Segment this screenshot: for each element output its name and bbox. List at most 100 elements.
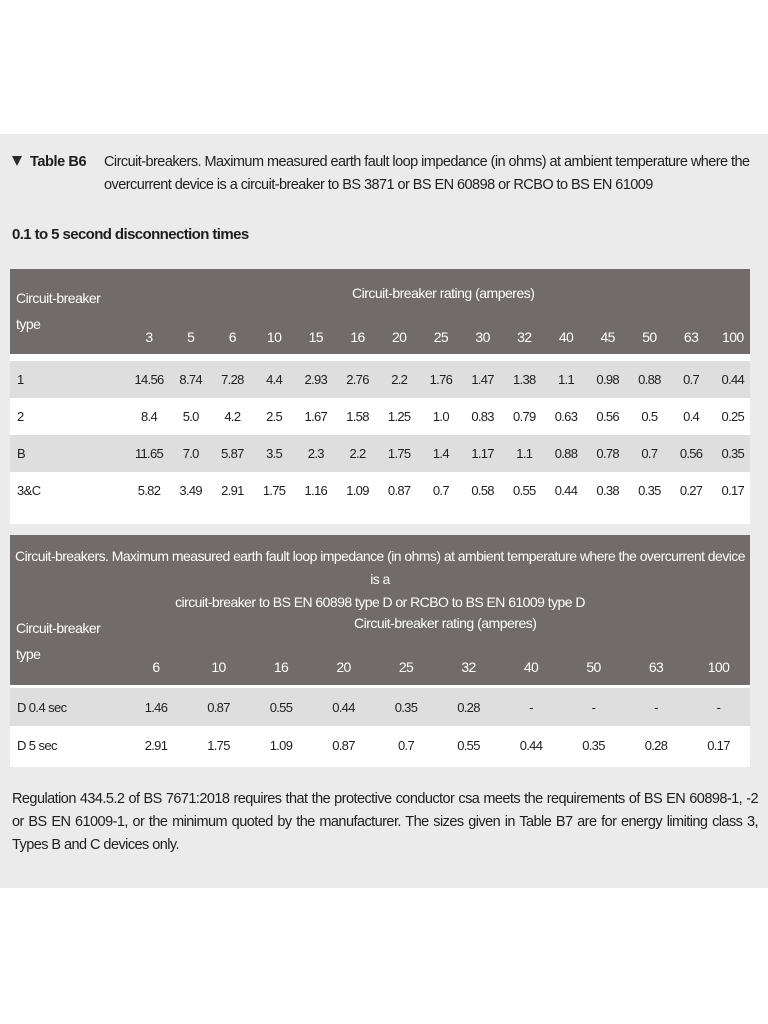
table-cell: 0.58 (471, 483, 494, 498)
table-cell: 1.46 (144, 700, 168, 715)
rating-header-cell: 32 (517, 329, 532, 345)
row-type-label: D 5 sec (17, 738, 57, 753)
row-type-label: B (17, 446, 26, 461)
table-cell: 5.82 (137, 483, 161, 498)
table-cell: 7.0 (182, 446, 200, 461)
table-cell: - (591, 700, 596, 715)
table-cell: 0.35 (582, 738, 605, 753)
rating-header-cell: 40 (558, 329, 574, 345)
table-cell: - (654, 700, 658, 715)
table-cell: 0.87 (207, 700, 230, 715)
table-cell: 1.25 (387, 409, 411, 424)
type-header: Circuit-breaker type (16, 290, 101, 332)
table-cell: 4.2 (224, 409, 241, 424)
table-b6-header: Circuit-breaker type Circuit-breaker rat… (10, 269, 750, 354)
type-header: Circuit-breaker type (16, 620, 101, 662)
rating-header-cell: 6 (228, 329, 237, 345)
table-row: D 0.4 sec 1.46 0.87 0.55 0.44 0.35 0.28 - - - - (10, 688, 750, 726)
regulation-note: Regulation 434.5.2 of BS 7671:2018 requi… (12, 791, 759, 853)
table-cell: 0.78 (596, 446, 619, 461)
rating-header-cell: 100 (722, 329, 744, 345)
table-cell: 0.44 (721, 372, 745, 387)
rating-header-cell: 16 (350, 329, 365, 345)
table-cell: 0.35 (721, 446, 745, 461)
table-cell: 1.09 (346, 483, 369, 498)
rating-header-cell: 25 (433, 329, 449, 345)
table-cell: 0.87 (387, 483, 411, 498)
table-row: 1 14.56 8.74 7.28 4.4 2.93 2.76 2.2 1.76 1.47 1.38… (10, 361, 750, 398)
table-cell: 3.5 (266, 446, 283, 461)
table-label: Table B6 (30, 154, 87, 170)
table-cell: 0.35 (638, 483, 661, 498)
table-cell: 0.44 (332, 700, 355, 715)
rating-header-cell: 10 (211, 659, 226, 675)
table-cell: 0.17 (721, 483, 745, 498)
table-cell: 2.2 (349, 446, 367, 461)
rating-header-cell: 20 (392, 329, 407, 345)
rating-header-cell: 50 (586, 659, 601, 675)
table-cell: 0.83 (471, 409, 494, 424)
table-cell: 0.63 (554, 409, 578, 424)
rating-header-cell: 50 (642, 329, 657, 345)
table-cell: 0.35 (394, 700, 418, 715)
table-cell: 2.91 (221, 483, 244, 498)
row-type-label: D 0.4 sec (17, 700, 67, 715)
rating-header: Circuit-breaker rating (amperes) (352, 285, 535, 301)
table-cell: 3.49 (179, 483, 202, 498)
table-cell: 0.55 (513, 483, 536, 498)
table-b6: Circuit-breaker type Circuit-breaker rat… (10, 269, 750, 524)
rating-header-cell: 100 (707, 659, 730, 675)
table-cell: 0.79 (513, 409, 536, 424)
table-cell: 1.0 (432, 409, 450, 424)
rating-header-cell: 10 (266, 329, 282, 345)
table-cell: 1.75 (387, 446, 411, 461)
rating-header-cell: 3 (145, 329, 153, 345)
table-cell: 2.2 (391, 372, 408, 387)
table-cell: 0.56 (596, 409, 619, 424)
rating-header-cell: 6 (152, 659, 160, 675)
table-row: 2 8.4 5.0 4.2 2.5 1.67 1.58 1.25 1.0 0.83 0.79 0.63… (10, 398, 750, 435)
table-cell: 8.4 (141, 409, 158, 424)
rating-header-cell: 40 (523, 659, 539, 675)
table-cell: 0.55 (269, 700, 293, 715)
table-cell: 1.1 (558, 372, 575, 387)
table-cell: 1.75 (207, 738, 230, 753)
table-cell: 0.27 (679, 483, 703, 498)
table-cell: 0.28 (644, 738, 668, 753)
table-row: B 11.65 7.0 5.87 3.5 2.3 2.2 1.75 1.4 1.17 1.1 0.88… (10, 435, 750, 472)
table-cell: 0.44 (519, 738, 543, 753)
table-cell: 0.7 (641, 446, 658, 461)
table-cell: 4.4 (266, 372, 283, 387)
table-cell: 1.75 (262, 483, 286, 498)
row-type-label: 2 (17, 409, 24, 424)
table-cell: 1.09 (269, 738, 293, 753)
table-cell: 0.7 (432, 483, 450, 498)
rating-header-cell: 45 (600, 329, 616, 345)
table-cell: 0.28 (457, 700, 480, 715)
rating-header-cell: 63 (683, 329, 699, 345)
table-cell: 1.67 (304, 409, 328, 424)
rating-header-cell: 15 (308, 329, 324, 345)
table-cell: 0.17 (707, 738, 730, 753)
table-cell: 1.38 (513, 372, 536, 387)
rating-header-cell: 32 (461, 659, 476, 675)
caption-text: Circuit-breakers. Maximum measured earth… (104, 154, 750, 193)
table-cell: 0.5 (641, 409, 658, 424)
table-cell: 5.87 (221, 446, 244, 461)
table-cell: 1.16 (304, 483, 328, 498)
table-cell: 5.0 (182, 409, 200, 424)
table-cell: 1.47 (471, 372, 494, 387)
table-cell: 0.38 (596, 483, 619, 498)
table-cell: 0.55 (457, 738, 480, 753)
table-cell: 0.7 (683, 372, 700, 387)
table-cell: - (716, 700, 721, 715)
table-cell: 0.98 (596, 372, 619, 387)
table-cell: 0.87 (332, 738, 355, 753)
table-type-d-header: Circuit-breakers. Maximum measured earth… (10, 535, 750, 685)
table-cell: 1.58 (346, 409, 369, 424)
table-cell: 0.44 (554, 483, 578, 498)
rating-header-cell: 63 (648, 659, 664, 675)
table-cell: 14.56 (134, 372, 164, 387)
table-cell: 2.76 (346, 372, 369, 387)
table-cell: 0.88 (554, 446, 578, 461)
